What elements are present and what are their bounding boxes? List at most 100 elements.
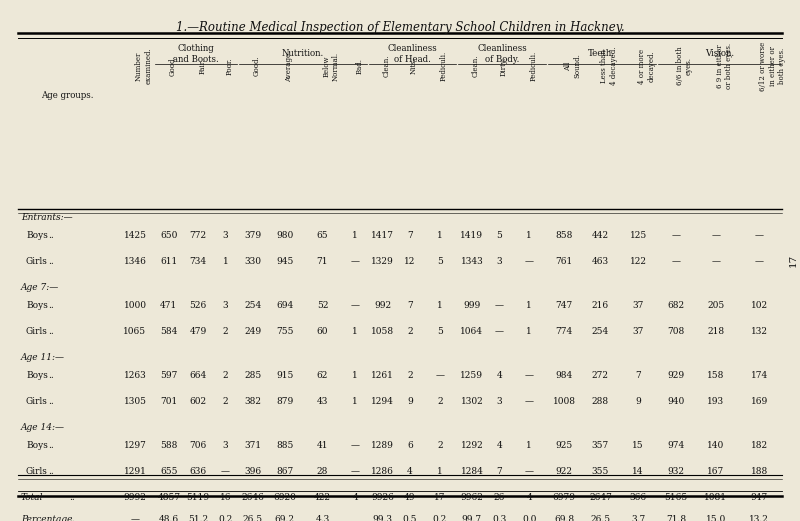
- Text: 174: 174: [750, 371, 768, 380]
- Text: 650: 650: [160, 231, 178, 240]
- Text: 1: 1: [353, 397, 358, 406]
- Text: 1: 1: [437, 467, 442, 476]
- Text: Girls: Girls: [26, 257, 48, 266]
- Text: Nits.: Nits.: [410, 57, 418, 75]
- Text: 65: 65: [317, 231, 328, 240]
- Text: 69.8: 69.8: [554, 515, 574, 521]
- Text: Clothing
and Boots.: Clothing and Boots.: [174, 44, 219, 64]
- Text: 879: 879: [276, 397, 294, 406]
- Text: 51.2: 51.2: [188, 515, 208, 521]
- Text: 193: 193: [707, 397, 724, 406]
- Text: 4: 4: [496, 371, 502, 380]
- Text: 471: 471: [160, 301, 178, 310]
- Text: Teeth.: Teeth.: [588, 49, 615, 58]
- Text: 999: 999: [463, 301, 481, 310]
- Text: —: —: [351, 467, 360, 476]
- Text: 1343: 1343: [461, 257, 483, 266]
- Text: 366: 366: [630, 493, 646, 502]
- Text: 1: 1: [437, 231, 442, 240]
- Text: Pediculi.: Pediculi.: [529, 51, 537, 81]
- Text: 1.—Routine Medical Inspection of Elementary School Children in Hackney.: 1.—Routine Medical Inspection of Element…: [176, 21, 624, 34]
- Text: 1: 1: [353, 327, 358, 336]
- Text: 9: 9: [407, 397, 413, 406]
- Text: 1008: 1008: [553, 397, 576, 406]
- Text: 1294: 1294: [371, 397, 394, 406]
- Text: 1: 1: [526, 301, 532, 310]
- Text: 6/6 in both
eyes.: 6/6 in both eyes.: [676, 47, 693, 85]
- Text: —: —: [671, 257, 680, 266]
- Text: 2647: 2647: [589, 493, 612, 502]
- Text: Boys: Boys: [26, 301, 48, 310]
- Text: 463: 463: [592, 257, 609, 266]
- Text: Dirty.: Dirty.: [499, 56, 507, 76]
- Text: 9992: 9992: [123, 493, 146, 502]
- Text: 1: 1: [222, 257, 228, 266]
- Text: —: —: [130, 515, 139, 521]
- Text: 0.3: 0.3: [492, 515, 506, 521]
- Text: —: —: [711, 257, 720, 266]
- Text: 167: 167: [707, 467, 724, 476]
- Text: 122: 122: [630, 257, 646, 266]
- Text: 1291: 1291: [123, 467, 146, 476]
- Text: Bad.: Bad.: [355, 58, 363, 74]
- Text: —: —: [351, 257, 360, 266]
- Text: 1425: 1425: [123, 231, 146, 240]
- Text: 2: 2: [437, 441, 442, 450]
- Text: 4: 4: [496, 441, 502, 450]
- Text: 602: 602: [190, 397, 206, 406]
- Text: 1286: 1286: [371, 467, 394, 476]
- Text: Pediculi.: Pediculi.: [440, 51, 448, 81]
- Text: 43: 43: [317, 397, 328, 406]
- Text: 479: 479: [190, 327, 207, 336]
- Text: —: —: [525, 467, 534, 476]
- Text: 980: 980: [276, 231, 294, 240]
- Text: 5: 5: [437, 257, 442, 266]
- Text: 0.0: 0.0: [522, 515, 536, 521]
- Text: 379: 379: [244, 231, 262, 240]
- Text: 41: 41: [317, 441, 328, 450]
- Text: —: —: [494, 301, 504, 310]
- Text: ..: ..: [48, 467, 54, 476]
- Text: 1: 1: [437, 301, 442, 310]
- Text: 3: 3: [496, 257, 502, 266]
- Text: 216: 216: [592, 301, 609, 310]
- Text: 7: 7: [635, 371, 641, 380]
- Text: 1284: 1284: [461, 467, 483, 476]
- Text: 132: 132: [751, 327, 768, 336]
- Text: 12: 12: [404, 257, 415, 266]
- Text: 0.2: 0.2: [433, 515, 447, 521]
- Text: 2: 2: [222, 327, 228, 336]
- Text: 182: 182: [750, 441, 768, 450]
- Text: 2: 2: [222, 397, 228, 406]
- Text: 929: 929: [667, 371, 685, 380]
- Text: Good.: Good.: [253, 56, 261, 77]
- Text: 6920: 6920: [274, 493, 296, 502]
- Text: 9926: 9926: [371, 493, 394, 502]
- Text: 9962: 9962: [461, 493, 483, 502]
- Text: 4.3: 4.3: [315, 515, 330, 521]
- Text: 4: 4: [353, 493, 358, 502]
- Text: 4857: 4857: [158, 493, 181, 502]
- Text: Clean.: Clean.: [382, 55, 390, 77]
- Text: 526: 526: [190, 301, 207, 310]
- Text: Girls: Girls: [26, 327, 48, 336]
- Text: 188: 188: [750, 467, 768, 476]
- Text: Boys: Boys: [26, 371, 48, 380]
- Text: 3: 3: [222, 301, 228, 310]
- Text: 48.6: 48.6: [158, 515, 179, 521]
- Text: 992: 992: [374, 301, 391, 310]
- Text: Age 7:—: Age 7:—: [21, 283, 59, 292]
- Text: 2: 2: [222, 371, 228, 380]
- Text: 52: 52: [317, 301, 328, 310]
- Text: 4: 4: [407, 467, 413, 476]
- Text: 1419: 1419: [461, 231, 483, 240]
- Text: 15: 15: [632, 441, 644, 450]
- Text: 2646: 2646: [242, 493, 264, 502]
- Text: 330: 330: [244, 257, 261, 266]
- Text: Below
Normal.: Below Normal.: [322, 52, 340, 81]
- Text: Boys: Boys: [26, 441, 48, 450]
- Text: 69.2: 69.2: [274, 515, 294, 521]
- Text: 37: 37: [633, 327, 644, 336]
- Text: 442: 442: [592, 231, 609, 240]
- Text: Age 11:—: Age 11:—: [21, 353, 65, 362]
